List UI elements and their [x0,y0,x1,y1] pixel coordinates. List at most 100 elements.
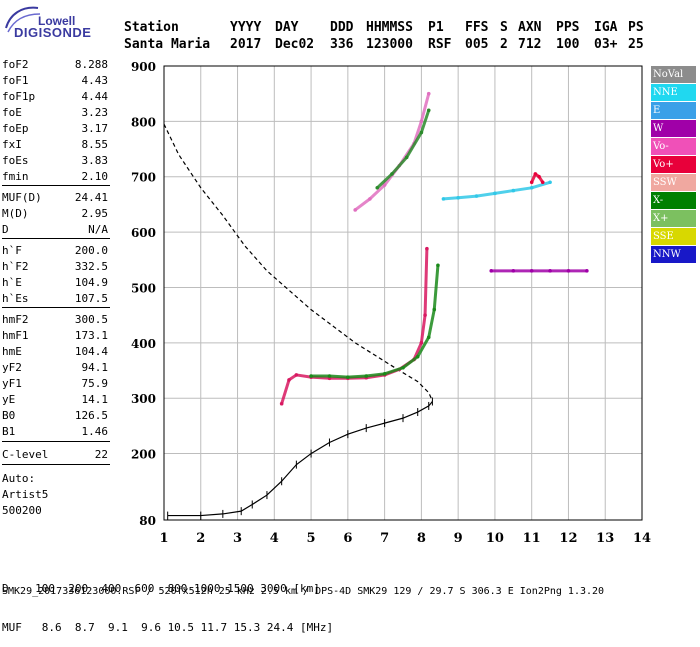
echo-point [327,374,332,378]
echo-point [489,269,494,273]
param-key: hmF1 [2,329,29,342]
x-tick-label: 10 [486,531,504,546]
param-value: 14.1 [81,393,109,406]
param-key: Auto: [2,472,36,485]
legend-item: SSE [651,228,696,245]
echo-point [375,186,380,190]
param-value: 2.95 [81,207,109,220]
echo-point [533,172,538,176]
param-separator [2,464,110,465]
echo-trace [530,172,545,184]
echo-point [423,313,427,317]
param-value: 104.9 [74,276,108,289]
param-key: foF1p [2,90,36,103]
param-key: foF2 [2,58,29,71]
echo-point [382,183,387,187]
param-key: h`E [2,276,22,289]
echo-point [540,180,545,185]
legend-item: X- [651,192,696,209]
x-tick-label: 13 [596,531,614,546]
header-label-pps: PPS [556,20,580,35]
param-row: h`F2 332.5 [2,260,110,275]
param-value: 3.17 [81,122,109,135]
echo-point [432,307,437,312]
distance-row: D 100 200 400 600 800 1000 1500 3000 [km… [2,582,320,595]
param-value: 300.5 [74,313,108,326]
param-row: h`Es 107.5 [2,292,110,307]
param-row: MUF(D) 24.41 [2,191,110,206]
param-row: hmF2 300.5 [2,313,110,328]
echo-point [309,374,313,378]
param-row: h`F 200.0 [2,244,110,259]
muf-table: D 100 200 400 600 800 1000 1500 3000 [km… [2,556,333,647]
y-tick-label: 700 [131,171,156,185]
header-value-ddd: 336 [330,37,354,52]
param-value: 94.1 [81,361,109,374]
echo-point [511,188,516,193]
legend-item: E [651,102,696,119]
param-key: foF1 [2,74,29,87]
param-key: yF1 [2,377,22,390]
param-key: fxI [2,138,22,151]
footer-info: SMK29_2017336123000.RSF / 520fx512h 25 k… [2,586,605,597]
logo-brand-top: Lowell [38,14,76,28]
param-key: C-level [2,448,49,461]
legend-item: SSW [651,174,696,191]
echo-trace [280,247,429,406]
header-label-station: Station [124,20,179,35]
x-tick-label: 8 [417,531,426,546]
param-value: 4.44 [81,90,109,103]
legend: NoVal NNE E W Vo- Vo+ SSW X- X+ SSE NNW [651,66,697,264]
header-label-day: DAY [275,20,299,35]
echo-point [390,172,394,176]
param-key: hmE [2,345,22,358]
param-row: 500200 [2,504,110,519]
param-value: 3.23 [81,106,109,119]
echo-point [456,195,460,200]
param-key: foEs [2,154,29,167]
chart-axes: 1 2 3 4 5 6 7 8 9 10 11 12 13 14802003004005006007008… [131,60,651,546]
header-value-station: Santa Maria [124,37,211,52]
y-tick-label: 500 [131,281,156,295]
param-value: 126.5 [74,409,108,422]
x-tick-label: 14 [633,531,651,546]
param-separator [2,238,110,239]
echo-point [401,365,405,370]
param-key: foE [2,106,22,119]
param-row: fmin 2.10 [2,170,110,185]
header-value-yyyy: 2017 [230,37,262,52]
echo-point [425,246,429,251]
param-row: M(D) 2.95 [2,207,110,222]
plot-frame [163,65,643,521]
header-value-pps: 100 [556,37,580,52]
param-value: 8.288 [74,58,108,71]
param-key: yE [2,393,16,406]
echo-point [419,119,424,124]
param-key: B0 [2,409,16,422]
param-separator [2,185,110,186]
x-tick-label: 7 [380,531,389,546]
param-row: foF2 8.288 [2,58,110,73]
header-value-ffs: 005 [465,37,489,52]
ionogram-chart: 1 2 3 4 5 6 7 8 9 10 11 12 13 14802003004005006007008… [131,60,651,546]
header-label-hhmmss: HHMMSS [366,20,413,35]
header-label-s: S [500,20,508,35]
header-value-axn: 712 [518,37,542,52]
echo-point [585,269,589,273]
param-row: fxI 8.55 [2,138,110,153]
echo-point [415,354,420,359]
header-value-p1: RSF [428,37,452,52]
y-tick-label: 300 [131,392,156,406]
legend-item: W [651,120,696,137]
muf-row: MUF 8.6 8.7 9.1 9.6 10.5 11.7 15.3 24.4 … [2,621,334,634]
param-row: Auto: [2,472,110,487]
y-tick-label: 200 [131,448,156,462]
profile-line [167,401,433,517]
param-key: 500200 [2,504,42,517]
legend-item: NoVal [651,66,696,83]
param-value: 24.41 [74,191,108,204]
header-value-hhmmss: 123000 [366,37,413,52]
header-label-iga: IGA [594,20,618,35]
legend-item: Vo+ [651,156,696,173]
param-row: yF1 75.9 [2,377,110,392]
